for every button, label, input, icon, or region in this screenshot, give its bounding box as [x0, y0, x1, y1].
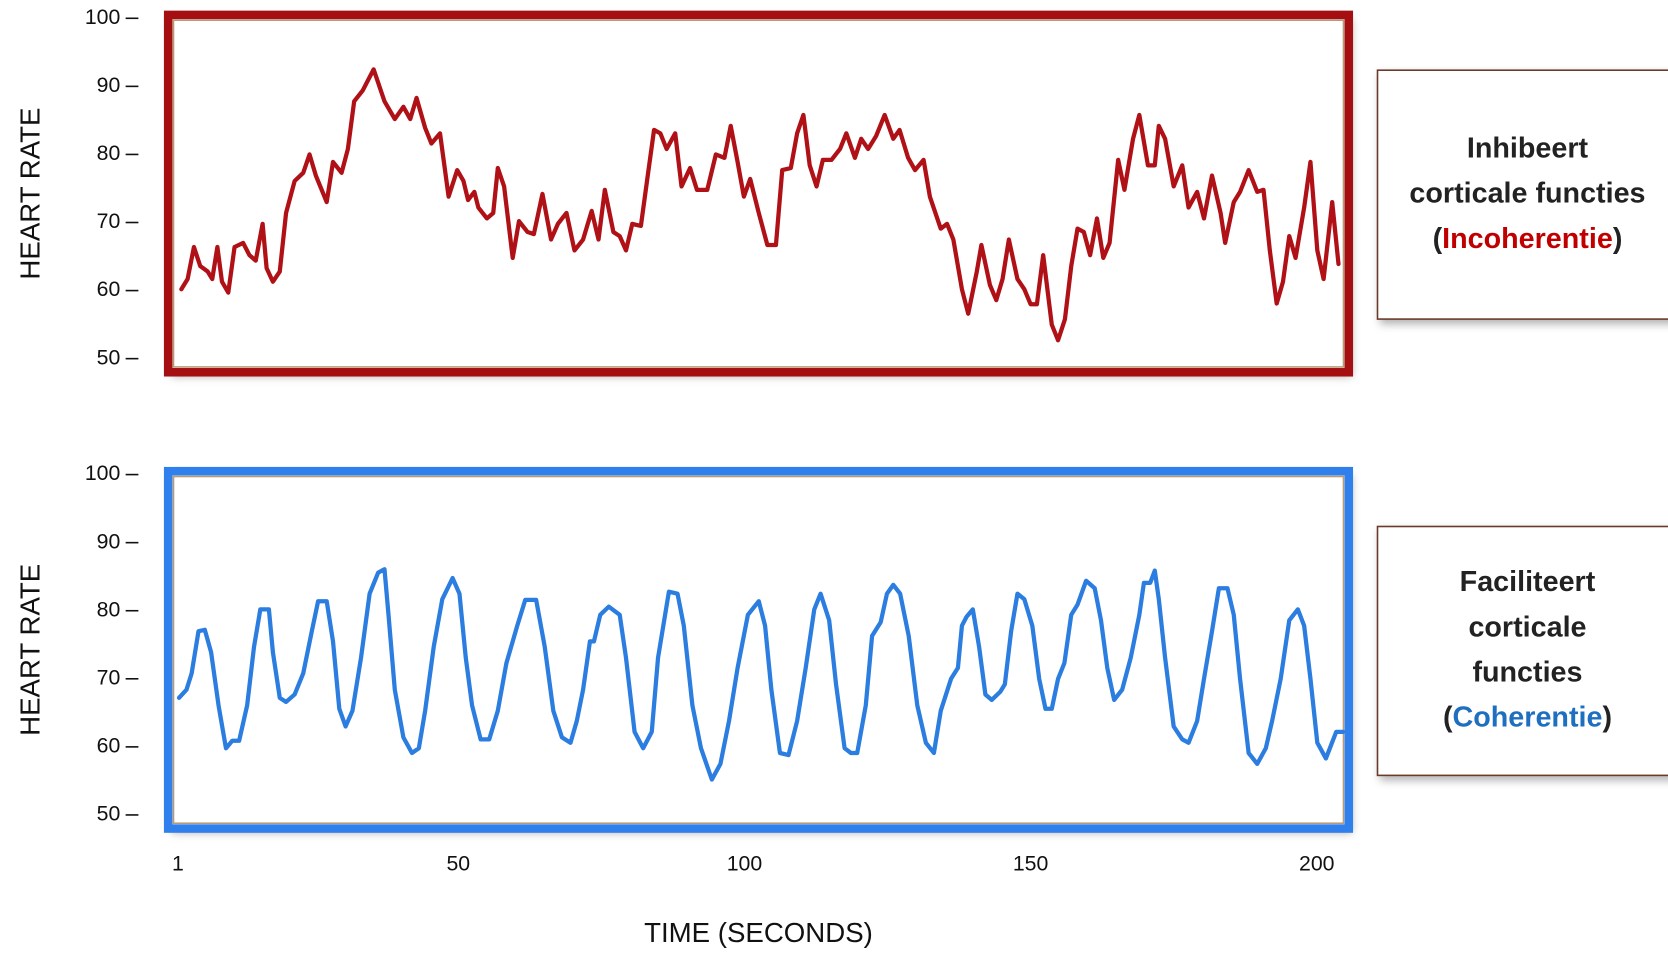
y-tick-label: 70 — [97, 209, 121, 233]
y-tick-label: 50 — [97, 345, 121, 369]
annotation-text: ( — [1443, 701, 1453, 733]
data-line — [176, 567, 1346, 782]
y-tick-label: 100 — [85, 461, 120, 485]
annotation-text: Inhibeert — [1467, 132, 1589, 164]
annotation-text: corticale functies — [1409, 177, 1645, 209]
plot-inner-border — [172, 475, 1345, 825]
x-tick-label: 100 — [727, 851, 762, 875]
y-tick-label: 50 — [97, 802, 121, 826]
y-tick-label: 60 — [97, 733, 121, 757]
y-axis-title: HEART RATE — [14, 564, 45, 736]
plot-frame — [163, 466, 1354, 833]
annotation-box — [1376, 69, 1668, 320]
annotation-line: (Coherentie) — [1443, 701, 1612, 733]
y-tick-label: 70 — [97, 665, 121, 689]
y-tick-label: 100 — [85, 5, 120, 29]
y-tick-label: 80 — [97, 597, 121, 621]
x-tick-label: 150 — [1013, 851, 1048, 875]
annotation-box — [1376, 525, 1668, 777]
data-line — [179, 67, 1341, 343]
annotation-text: ) — [1602, 701, 1612, 733]
annotation-line: Faciliteert — [1460, 566, 1596, 598]
annotation-line: corticale — [1468, 611, 1586, 643]
annotation-text: ( — [1433, 222, 1443, 254]
y-tick-label: 90 — [97, 73, 121, 97]
plot-background — [168, 471, 1349, 829]
plot-frame — [163, 10, 1354, 377]
annotation-line: corticale functies — [1409, 177, 1645, 209]
annotation-text: ) — [1613, 222, 1623, 254]
annotation-line: functies — [1472, 656, 1582, 688]
y-tick-label: 60 — [97, 277, 121, 301]
plot-background — [168, 14, 1349, 373]
x-axis-title: TIME (SECONDS) — [644, 917, 873, 948]
annotation-line: (Incoherentie) — [1433, 222, 1623, 254]
annotation-highlight: Coherentie — [1453, 701, 1603, 733]
annotation-line: Inhibeert — [1467, 132, 1589, 164]
annotation-text: functies — [1472, 656, 1582, 688]
annotation-text: corticale — [1468, 611, 1586, 643]
x-tick-label: 200 — [1299, 851, 1334, 875]
annotation-highlight: Incoherentie — [1442, 222, 1613, 254]
y-axis-title: HEART RATE — [14, 108, 45, 280]
x-tick-label: 50 — [446, 851, 470, 875]
plot-inner-border — [172, 19, 1345, 368]
y-tick-label: 90 — [97, 529, 121, 553]
annotation-text: Faciliteert — [1460, 566, 1596, 598]
x-tick-label: 1 — [172, 851, 184, 875]
y-tick-label: 80 — [97, 141, 121, 165]
